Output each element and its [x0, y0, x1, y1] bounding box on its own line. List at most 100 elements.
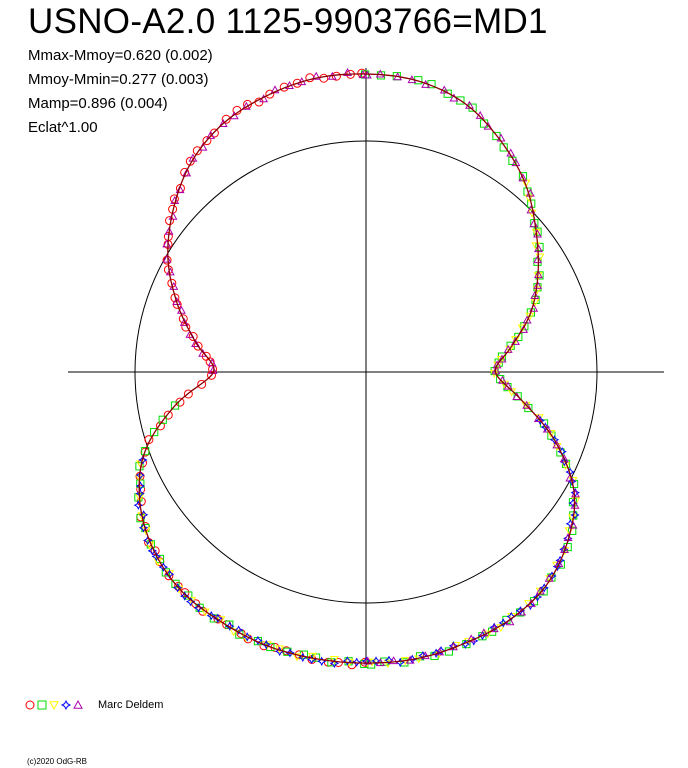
data-point-triangle-down — [499, 380, 509, 389]
data-point-square — [526, 308, 535, 317]
data-point-circle — [192, 146, 202, 156]
data-point-circle — [279, 82, 289, 92]
data-point-triangle-up — [529, 219, 539, 228]
data-point-star — [570, 487, 580, 498]
data-point-star — [172, 583, 183, 593]
data-point-triangle-up — [375, 69, 385, 78]
data-point-star — [539, 583, 549, 593]
data-point-triangle-up — [492, 360, 502, 369]
stat-mamp: Mamp=0.896 (0.004) — [28, 95, 168, 112]
data-point-triangle-up — [554, 559, 564, 568]
legend-symbols — [25, 699, 83, 711]
data-point-circle — [188, 332, 198, 342]
data-point-square — [150, 427, 159, 437]
data-point-triangle-up — [206, 130, 216, 139]
data-point-star — [352, 657, 362, 667]
legend-marker-triangle-down — [49, 701, 59, 711]
data-point-square — [400, 658, 409, 667]
data-point-triangle-down — [511, 336, 520, 345]
legend-marker-triangle-up — [73, 699, 83, 709]
data-point-triangle-up — [522, 400, 532, 409]
data-point-circle — [197, 379, 207, 389]
legend-marker-circle — [25, 700, 35, 710]
data-point-triangle-up — [542, 424, 552, 433]
data-point-triangle-up — [311, 71, 321, 80]
stat-mmoy-mmin: Mmoy-Mmin=0.277 (0.003) — [28, 71, 209, 88]
data-point-triangle-up — [533, 255, 543, 264]
data-point-circle — [178, 314, 188, 324]
data-point-square — [158, 415, 167, 424]
data-point-triangle-up — [533, 413, 543, 422]
stat-eclat: Eclat^1.00 — [28, 119, 98, 136]
data-point-circle — [331, 71, 341, 81]
data-point-triangle-up — [511, 336, 520, 345]
data-point-square — [499, 143, 508, 152]
data-point-star — [206, 610, 216, 621]
data-point-triangle-down — [546, 429, 556, 438]
data-point-triangle-up — [420, 651, 430, 660]
data-point-triangle-up — [483, 121, 493, 130]
data-point-star — [418, 650, 428, 661]
data-point-triangle-up — [466, 634, 476, 643]
data-point-triangle-down — [414, 655, 424, 664]
data-point-triangle-up — [518, 173, 528, 182]
copyright-text: (c)2020 OdG-RB — [27, 757, 88, 766]
data-point-star — [361, 656, 372, 666]
data-point-square — [468, 103, 477, 112]
data-point-star — [559, 457, 569, 467]
data-point-circle — [183, 389, 193, 399]
data-point-star — [151, 551, 161, 562]
data-point-star — [234, 625, 244, 635]
data-point-star — [555, 555, 565, 566]
stats-block: Mmax-Mmoy=0.620 (0.002) Mmoy-Mmin=0.277 … — [28, 44, 213, 140]
data-point-circle — [265, 89, 275, 99]
data-point-triangle-up — [533, 280, 543, 289]
data-point-triangle-up — [552, 440, 562, 449]
stat-mmax-mmoy: Mmax-Mmoy=0.620 (0.002) — [28, 47, 213, 64]
data-point-star — [158, 562, 169, 572]
data-point-triangle-up — [207, 358, 217, 367]
data-point-triangle-up — [191, 338, 200, 348]
fit-curve — [138, 73, 576, 664]
data-point-triangle-up — [363, 656, 373, 665]
data-point-circle — [292, 78, 302, 88]
series-star — [133, 415, 580, 668]
data-point-triangle-up — [270, 85, 280, 94]
data-point-star — [371, 656, 381, 666]
data-point-star — [329, 658, 340, 668]
series-triangle-up — [162, 68, 580, 667]
legend-marker-square — [37, 700, 47, 710]
data-point-square — [141, 447, 150, 456]
plot-axes — [68, 68, 664, 668]
data-point-triangle-up — [479, 628, 489, 637]
data-point-star — [549, 435, 560, 445]
data-point-circle — [202, 136, 212, 146]
data-point-star — [138, 455, 148, 465]
data-points — [133, 68, 581, 670]
series-square — [134, 70, 579, 669]
data-point-star — [431, 648, 441, 658]
data-point-star — [535, 415, 545, 426]
data-point-triangle-up — [175, 185, 185, 194]
data-point-circle — [206, 370, 216, 380]
data-point-triangle-up — [533, 229, 542, 238]
data-point-star — [567, 476, 577, 486]
data-point-star — [135, 470, 145, 480]
data-point-triangle-up — [218, 118, 228, 127]
data-point-triangle-up — [511, 158, 521, 167]
data-point-square — [170, 401, 180, 410]
chart-title: USNO-A2.0 1125-9903766=MD1 — [28, 2, 548, 41]
data-point-star — [135, 481, 146, 491]
data-point-triangle-up — [179, 317, 189, 326]
data-point-triangle-down — [517, 324, 527, 333]
data-point-triangle-up — [522, 315, 532, 324]
data-point-triangle-up — [497, 354, 507, 363]
legend: Marc Deldem — [24, 697, 163, 713]
data-point-triangle-up — [389, 656, 399, 665]
data-point-square — [443, 89, 452, 98]
data-point-triangle-down — [496, 624, 506, 633]
data-point-triangle-up — [182, 168, 192, 177]
data-point-star — [213, 613, 223, 623]
data-point-triangle-up — [343, 68, 352, 77]
data-point-square — [184, 591, 193, 600]
